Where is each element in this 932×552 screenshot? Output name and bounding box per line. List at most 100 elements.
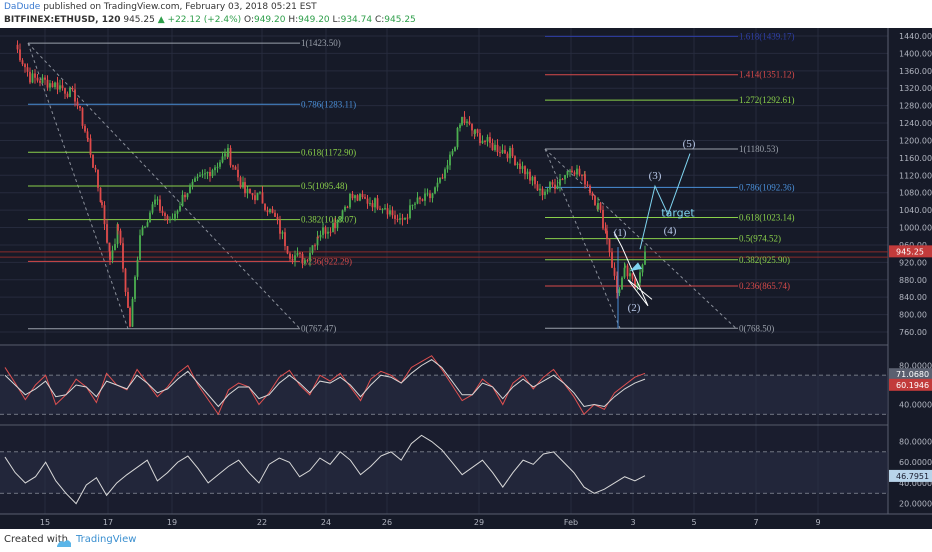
rsi-series-line [4, 355, 646, 416]
candle-body [136, 259, 139, 277]
candle-body [46, 79, 49, 88]
candle-body [589, 185, 591, 194]
candle-body [89, 138, 92, 155]
candle-body [426, 193, 429, 195]
candle-body [127, 291, 129, 308]
candle-body [166, 215, 169, 221]
price-axis-label: 1280.00 [899, 102, 932, 111]
candle-body [164, 213, 166, 216]
price-axis: 1440.00 1400.00 1360.00 1320.00 1280.00 1240.… [899, 32, 932, 337]
candle-body [374, 198, 376, 208]
candle-body [371, 203, 374, 208]
candle-body [324, 227, 327, 234]
wave-path [639, 153, 691, 250]
candle-body [261, 192, 264, 204]
candle-body [134, 276, 136, 299]
candle-body [499, 152, 501, 154]
candle-body [317, 236, 319, 238]
candle-body [429, 193, 431, 199]
candle-body [521, 166, 524, 169]
oscillator-series-line [4, 434, 646, 505]
candle-body [578, 168, 581, 175]
candle-body [306, 260, 309, 262]
candle-body [389, 210, 391, 215]
high-value: 949.20 [298, 15, 330, 25]
candle-body [319, 234, 322, 238]
candle-body [229, 147, 232, 166]
candle-body [329, 231, 332, 233]
candle-body [511, 147, 514, 157]
candle-body [364, 197, 366, 199]
date-axis: 15 17 19 22 24 26 29 Feb 3 5 7 9 [40, 518, 821, 527]
chart-header: DaDude published on TradingView.com, Feb… [0, 0, 932, 28]
candle-body [201, 174, 204, 176]
candle-body [336, 220, 339, 229]
candle-body [501, 149, 504, 153]
change-arrow-icon: ▲ [157, 15, 165, 25]
wave-channel [613, 231, 653, 307]
candle-body [419, 197, 421, 200]
candle-body [436, 182, 439, 188]
candle-body [296, 252, 299, 256]
candle-body [59, 85, 61, 90]
candle-body [621, 277, 623, 290]
candle-body [602, 209, 604, 229]
price-axis-label: 1000.00 [899, 224, 932, 233]
candle-body [186, 193, 189, 198]
candle-body [604, 228, 607, 231]
candle-body [466, 121, 468, 123]
candle-body [396, 218, 399, 220]
candle-body [211, 170, 214, 177]
candle-body [623, 267, 626, 278]
candle-body [122, 243, 124, 269]
candle-body [486, 137, 489, 142]
candle-body [356, 195, 359, 201]
candle-body [327, 231, 329, 234]
ohlc-line: BITFINEX:ETHUSD, 120 945.25 ▲ +22.12 (+2… [4, 15, 416, 25]
candle-body [404, 217, 406, 220]
candle-body [151, 204, 154, 213]
price-axis-label: 760.00 [899, 328, 927, 337]
candle-body [381, 208, 384, 210]
price-axis-label: 1320.00 [899, 84, 932, 93]
chart-canvas[interactable]: 1(1423.50) 0.786(1283.11) 0.618(1172.90) 0.… [0, 28, 932, 529]
candle-body [439, 177, 441, 183]
candle-body [239, 177, 242, 188]
candle-body [384, 208, 386, 210]
candle-body [546, 189, 549, 192]
candle-body [204, 173, 206, 175]
author-name[interactable]: DaDude [4, 2, 41, 12]
price-axis-label: 1240.00 [899, 119, 932, 128]
date-axis-label: Feb [564, 518, 578, 527]
candle-body [51, 83, 54, 88]
candle-body [406, 217, 409, 219]
price-axis-label: 1400.00 [899, 49, 932, 58]
date-axis-label: 3 [630, 518, 635, 527]
candle-body [144, 226, 146, 228]
candle-body [86, 131, 89, 139]
fib-right-label: 1.414(1351.12) [739, 70, 795, 80]
candle-body [334, 222, 336, 229]
candle-body [597, 202, 599, 210]
candle-body [169, 219, 171, 221]
candle-body [41, 77, 44, 83]
candle-body [481, 140, 484, 144]
candle-body [581, 174, 583, 176]
chart-footer: Created with TradingView [0, 529, 932, 550]
candle-body [281, 232, 284, 234]
last-price-badge-label: 945.25 [896, 247, 924, 256]
date-axis-label: 7 [753, 518, 758, 527]
candle-body [431, 193, 434, 199]
wave-label: (4) [664, 225, 677, 237]
candle-body [76, 101, 79, 106]
tradingview-brand[interactable]: TradingView [76, 534, 137, 545]
candle-body [181, 194, 184, 207]
candle-body [194, 178, 196, 182]
candle-body [376, 198, 379, 209]
fib-right-diagonal [544, 148, 737, 329]
candle-body [199, 175, 201, 177]
candle-body [256, 192, 259, 201]
fib-right-label: 0.382(925.90) [739, 255, 790, 265]
candle-body [251, 193, 254, 196]
candle-body [26, 67, 29, 72]
